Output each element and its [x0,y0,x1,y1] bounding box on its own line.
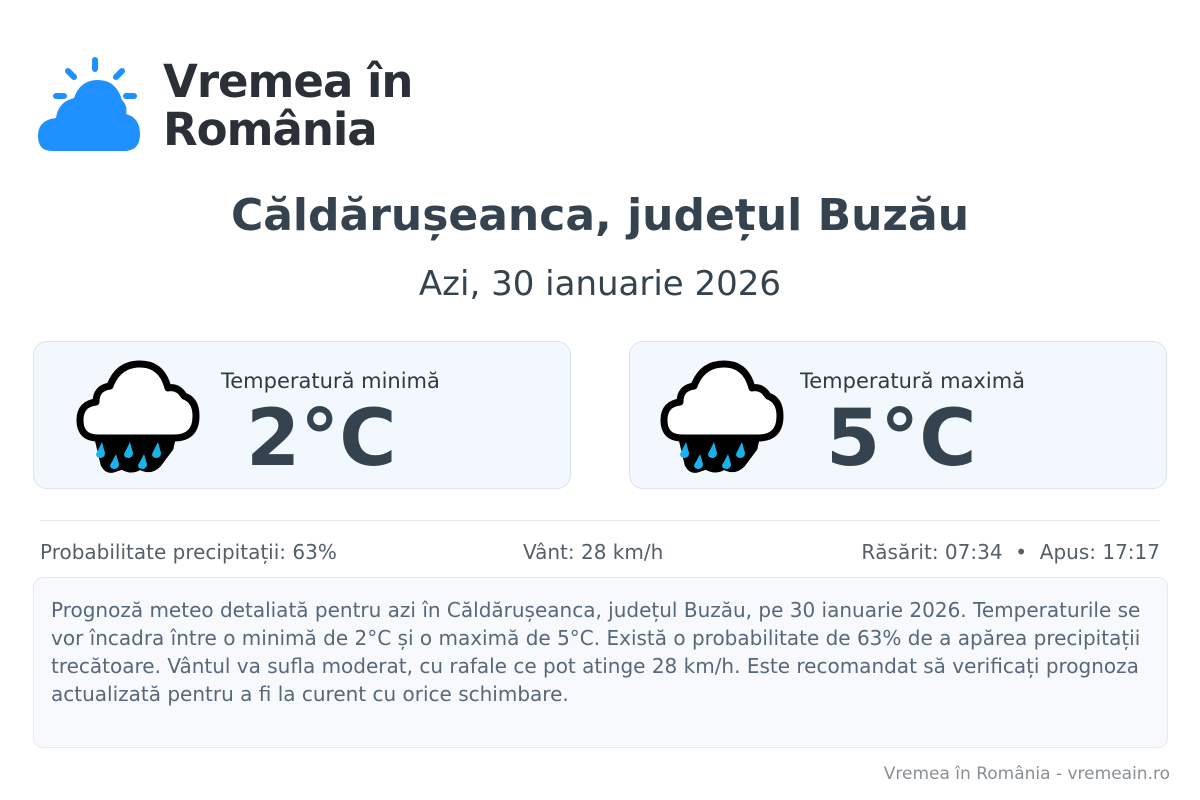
forecast-description: Prognoză meteo detaliată pentru azi în C… [33,577,1168,748]
rain-cloud-icon [76,360,200,473]
brand-line-2: România [163,103,378,156]
sun-cloud-logo-icon [38,57,140,151]
min-temp-card: Temperatură minimă 2°C [33,341,571,489]
page-title: Căldărușeanca, județul Buzău [230,190,970,241]
brand-name: Vremea în România [163,55,413,156]
min-temp-value: 2°C [246,394,397,484]
footer-credit: Vremea în România - vremeain.ro [883,764,1170,784]
brand-line-1: Vremea în [163,55,413,108]
wind-speed: Vânt: 28 km/h [523,540,664,564]
max-temp-value: 5°C [826,394,977,484]
precipitation-probability: Probabilitate precipitații: 63% [40,540,337,564]
rain-cloud-icon [660,360,784,473]
forecast-date: Azi, 30 ianuarie 2026 [418,264,782,304]
max-temp-card: Temperatură maximă 5°C [629,341,1167,489]
max-temp-label: Temperatură maximă [800,369,1026,393]
divider [40,520,1160,521]
min-temp-label: Temperatură minimă [221,369,440,393]
sunrise-sunset: Răsărit: 07:34 • Apus: 17:17 [861,540,1160,564]
